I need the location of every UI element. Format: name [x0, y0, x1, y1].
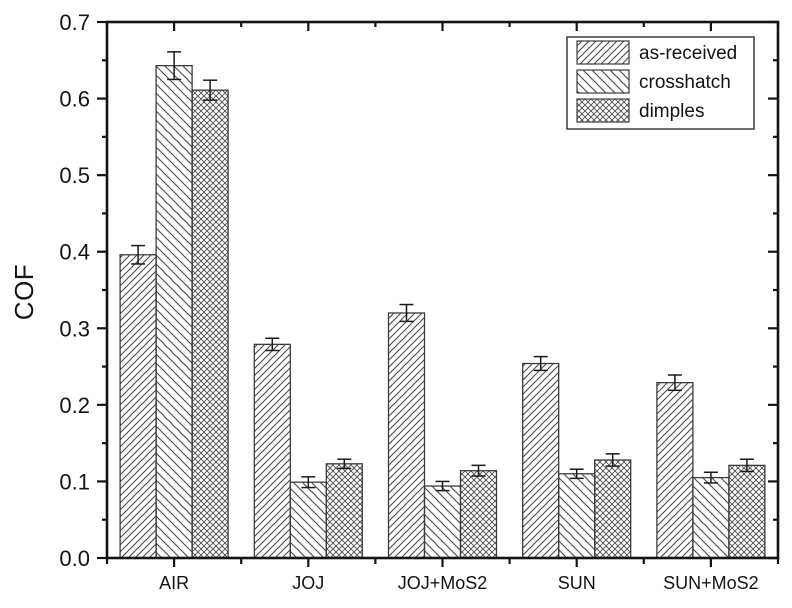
bar-crosshatch-SUN+MoS2: [692, 476, 730, 559]
legend-label-as-received: as-received: [639, 43, 737, 64]
y-tick-label: 0.7: [59, 10, 90, 35]
x-tick-label-SUN+MoS2: SUN+MoS2: [663, 573, 759, 593]
bar-dimples-SUN: [594, 459, 632, 559]
legend-swatch-as-received: [576, 40, 630, 65]
legend: as-received crosshatch dimples: [566, 36, 755, 130]
bar-crosshatch-JOJ: [289, 481, 327, 559]
bar-as-received-JOJ+MoS2: [387, 312, 426, 559]
error-bar-as-received-AIR: [131, 244, 146, 265]
y-tick-label: 0.3: [59, 316, 90, 341]
y-axis-label: COF: [9, 263, 39, 321]
error-bar-as-received-SUN: [533, 355, 548, 372]
bar-crosshatch-AIR: [155, 64, 193, 559]
bar-dimples-SUN+MoS2: [728, 464, 766, 559]
error-bar-dimples-JOJ: [337, 458, 352, 470]
error-bar-as-received-JOJ: [265, 337, 280, 352]
bar-as-received-SUN+MoS2: [656, 382, 694, 559]
bar-crosshatch-JOJ+MoS2: [423, 485, 462, 559]
y-tick-label: 0.5: [59, 163, 90, 188]
axis-ticks: [97, 20, 780, 567]
error-bar-as-received-JOJ+MoS2: [399, 303, 414, 323]
error-bar-crosshatch-SUN+MoS2: [703, 471, 718, 484]
x-tick-label-SUN: SUN: [558, 573, 596, 593]
y-tick-label: 0.4: [59, 240, 90, 265]
error-bar-dimples-SUN+MoS2: [739, 458, 754, 473]
y-tick-label: 0.6: [59, 87, 90, 112]
bar-as-received-SUN: [522, 362, 560, 559]
bar-as-received-AIR: [119, 254, 157, 559]
error-bar-crosshatch-AIR: [167, 51, 182, 81]
x-tick-labels: AIR JOJ JOJ+MoS2 SUN SUN+MoS2: [159, 573, 759, 593]
error-bar-crosshatch-JOJ: [301, 476, 316, 489]
error-bar-dimples-AIR: [203, 79, 218, 101]
y-tick-labels: 0.0 0.1 0.2 0.3 0.4 0.5 0.6 0.7: [59, 10, 90, 571]
y-tick-label: 0.2: [59, 393, 90, 418]
error-bar-dimples-SUN: [605, 453, 620, 467]
error-bar-crosshatch-SUN: [569, 468, 584, 480]
legend-label-crosshatch: crosshatch: [639, 72, 731, 93]
legend-swatch-crosshatch: [576, 69, 630, 94]
bar-dimples-AIR: [191, 89, 229, 559]
x-tick-label-JOJ+MoS2: JOJ+MoS2: [398, 573, 488, 593]
error-bar-dimples-JOJ+MoS2: [471, 464, 486, 477]
legend-swatch-dimples: [576, 98, 630, 123]
legend-label-dimples: dimples: [639, 101, 704, 122]
y-tick-label: 0.1: [59, 469, 90, 494]
bar-as-received-JOJ: [253, 343, 291, 559]
error-bar-as-received-SUN+MoS2: [667, 374, 682, 392]
bar-dimples-JOJ: [325, 463, 363, 559]
x-tick-label-JOJ: JOJ: [292, 573, 324, 593]
bars-group: [119, 51, 766, 559]
error-bar-crosshatch-JOJ+MoS2: [435, 480, 450, 492]
bar-crosshatch-SUN: [558, 473, 596, 559]
bar-dimples-JOJ+MoS2: [459, 470, 498, 559]
y-tick-label: 0.0: [59, 546, 90, 571]
x-tick-label-AIR: AIR: [159, 573, 189, 593]
